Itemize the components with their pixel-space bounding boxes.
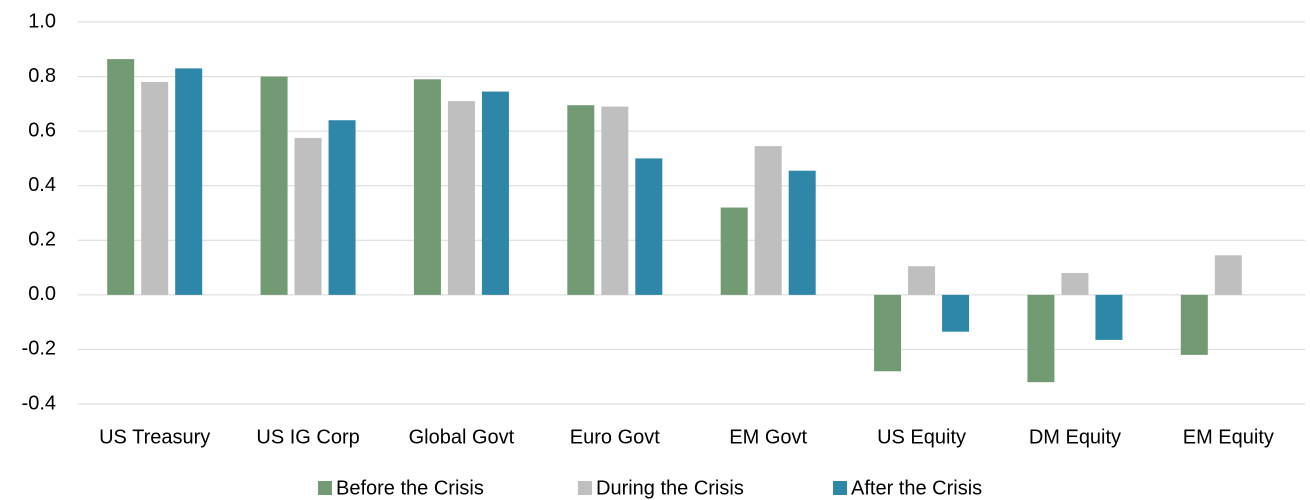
legend-swatch	[833, 481, 847, 495]
x-tick-label: Euro Govt	[570, 426, 660, 448]
bar	[413, 79, 441, 295]
bar	[788, 170, 816, 295]
bar	[1061, 273, 1089, 295]
bar	[294, 137, 322, 295]
x-tick-label: US Treasury	[99, 426, 210, 448]
y-tick-label: 1.0	[28, 10, 56, 32]
bar	[942, 294, 970, 332]
bar	[1027, 294, 1055, 383]
bar	[601, 106, 629, 295]
x-tick-label: DM Equity	[1029, 426, 1121, 448]
bar	[481, 91, 509, 295]
bar	[635, 158, 663, 295]
x-tick-label: US Equity	[877, 426, 966, 448]
x-tick-label: US IG Corp	[256, 426, 359, 448]
bar	[328, 120, 356, 295]
y-tick-label: 0.6	[28, 119, 56, 141]
x-tick-label: Global Govt	[409, 426, 515, 448]
bar	[447, 101, 475, 295]
bar	[175, 68, 203, 295]
bar	[720, 207, 748, 295]
y-tick-label: 0.2	[28, 229, 56, 251]
y-tick-label: 0.0	[28, 283, 56, 305]
bar	[141, 82, 169, 295]
bar	[1095, 294, 1123, 340]
x-tick-label: EM Equity	[1183, 426, 1274, 448]
bar	[908, 266, 936, 295]
legend-swatch	[318, 481, 332, 495]
legend-label: After the Crisis	[851, 477, 982, 499]
bar	[260, 76, 288, 295]
bar	[567, 105, 595, 295]
x-tick-label: EM Govt	[729, 426, 807, 448]
bar	[107, 59, 135, 295]
bar	[1214, 255, 1242, 295]
legend-swatch	[578, 481, 592, 495]
y-tick-label: -0.4	[22, 392, 56, 414]
y-tick-label: -0.2	[22, 338, 56, 360]
legend-label: During the Crisis	[596, 477, 744, 499]
bar	[754, 146, 782, 295]
bar	[874, 294, 902, 372]
y-tick-label: 0.4	[28, 174, 56, 196]
legend-label: Before the Crisis	[336, 477, 484, 499]
bar	[1180, 294, 1208, 355]
y-tick-label: 0.8	[28, 65, 56, 87]
